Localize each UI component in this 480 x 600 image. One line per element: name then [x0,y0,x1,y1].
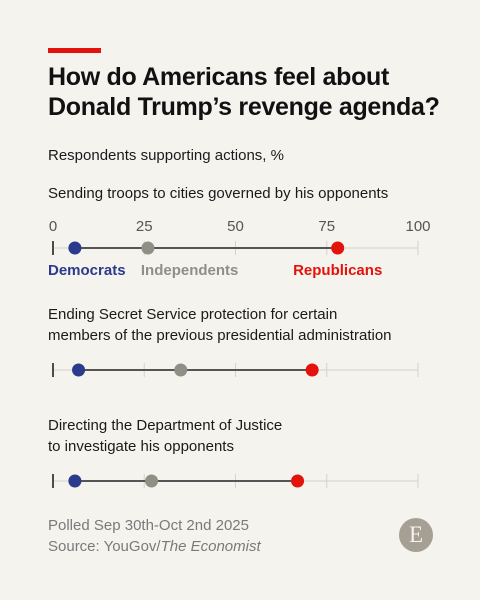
chart-subtitle: Respondents supporting actions, % [48,147,284,164]
row-2-dot-democrats [72,363,86,377]
tick-label-0: 0 [49,218,57,235]
legend-label-independents: Independents [141,262,239,279]
row-3-dot-independents [145,474,159,488]
row-3-label-line-1: Directing the Department of Justice [48,417,282,434]
tick-label-50: 50 [227,218,244,235]
row-2-label-line-2: members of the previous presidential adm… [48,327,392,344]
economist-logo: E [399,518,433,552]
footer: Polled Sep 30th-Oct 2nd 2025 Source: You… [48,515,261,557]
legend-label-democrats: Democrats [48,262,126,279]
source-publication: The Economist [160,538,261,555]
row-3-dot-republicans [291,474,305,488]
poll-dates: Polled Sep 30th-Oct 2nd 2025 [48,517,249,534]
tick-label-100: 100 [405,218,430,235]
row-2-dot-independents [174,363,188,377]
tick-label-75: 75 [318,218,335,235]
row-3-label-line-2: to investigate his opponents [48,438,234,455]
row-2-dot-republicans [305,363,319,377]
tick-label-25: 25 [136,218,153,235]
chart-title: How do Americans feel about Donald Trump… [48,63,440,121]
row-1-dot-republicans [331,241,345,255]
source-prefix: Source: YouGov/ [48,538,161,555]
legend-label-republicans: Republicans [293,262,382,279]
row-3-dot-democrats [68,474,82,488]
source-line: Source: YouGov/The Economist [48,536,261,557]
row-1-dot-independents [141,241,155,255]
row-1-dot-democrats [68,241,82,255]
row-2-label-line-1: Ending Secret Service protection for cer… [48,306,337,323]
row-1-label-line-1: Sending troops to cities governed by his… [48,185,388,202]
red-accent-bar [48,48,101,53]
